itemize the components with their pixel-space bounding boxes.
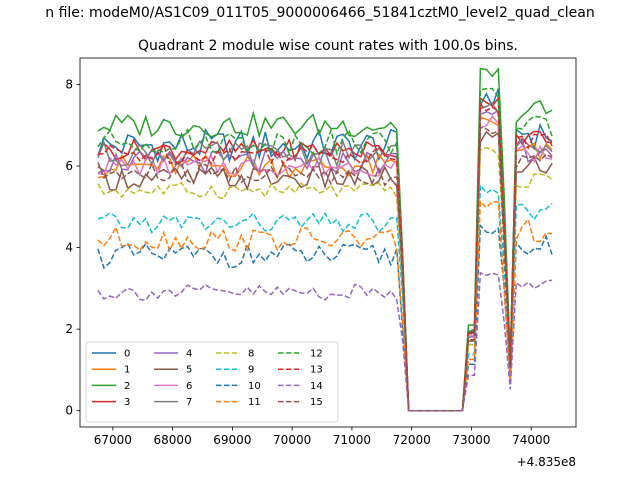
legend-label-0: 0 — [124, 349, 130, 360]
x-tick-label: 68000 — [154, 433, 192, 447]
legend-label-6: 6 — [186, 381, 192, 392]
series-layer — [97, 67, 553, 412]
legend-label-1: 1 — [124, 365, 130, 376]
x-tick-label: 72000 — [393, 433, 431, 447]
x-tick-label: 73000 — [452, 433, 490, 447]
x-tick-label: 74000 — [512, 433, 550, 447]
y-tick-label: 2 — [65, 322, 73, 336]
y-tick-label: 4 — [65, 241, 73, 255]
y-tick-label: 0 — [65, 404, 73, 418]
x-offset-label: +4.835e8 — [517, 455, 576, 469]
y-tick-label: 8 — [65, 78, 73, 92]
plot-frame — [79, 57, 577, 428]
series-line-15 — [97, 126, 553, 412]
legend-label-11: 11 — [248, 397, 261, 408]
legend-label-10: 10 — [248, 381, 261, 392]
legend-label-4: 4 — [186, 349, 192, 360]
legend-label-5: 5 — [186, 365, 192, 376]
axes: 67000 68000 69000 70000 71000 72000 73000 74000… — [65, 57, 577, 447]
series-line-10 — [97, 223, 553, 412]
x-tick-label: 71000 — [333, 433, 371, 447]
legend-label-14: 14 — [310, 381, 323, 392]
x-tick-label: 70000 — [273, 433, 311, 447]
legend-label-2: 2 — [124, 381, 130, 392]
legend-label-9: 9 — [248, 365, 254, 376]
x-tick-label: 67000 — [94, 433, 132, 447]
legend-label-15: 15 — [310, 397, 323, 408]
legend-label-12: 12 — [310, 349, 323, 360]
series-line-11 — [97, 199, 553, 412]
legend-box — [85, 341, 339, 423]
y-tick-label: 6 — [65, 159, 73, 173]
series-line-14 — [97, 271, 553, 412]
legend-label-3: 3 — [124, 397, 130, 408]
chart-title: Quadrant 2 module wise count rates with … — [138, 38, 518, 54]
legend-label-7: 7 — [186, 397, 192, 408]
figure-suptitle: n file: modeM0/AS1C09_011T05_9000006466_… — [45, 5, 594, 21]
legend-label-8: 8 — [248, 349, 254, 360]
legend-label-13: 13 — [310, 365, 323, 376]
x-tick-label: 69000 — [213, 433, 251, 447]
series-line-13 — [97, 102, 553, 412]
